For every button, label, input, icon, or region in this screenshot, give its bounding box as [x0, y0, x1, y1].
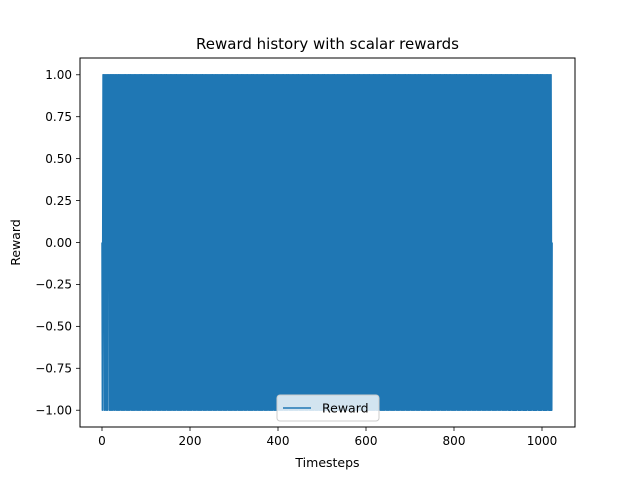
- x-tick-label: 400: [267, 434, 290, 448]
- y-tick-label: 0.75: [45, 110, 72, 124]
- y-tick-label: −1.00: [35, 404, 72, 418]
- chart-title: Reward history with scalar rewards: [196, 35, 459, 53]
- legend-label-reward: Reward: [322, 401, 369, 416]
- y-tick-label: −0.75: [35, 362, 72, 376]
- y-axis-label: Reward: [8, 219, 23, 266]
- x-tick-label: 600: [355, 434, 378, 448]
- y-tick-label: −0.50: [35, 320, 72, 334]
- x-tick-label: 0: [98, 434, 106, 448]
- y-tick-label: 0.00: [45, 236, 72, 250]
- x-tick-label: 1000: [527, 434, 558, 448]
- y-tick-label: 0.50: [45, 152, 72, 166]
- series-line-reward: [101, 74, 553, 411]
- x-axis-label: Timesteps: [294, 455, 359, 470]
- x-tick-label: 800: [443, 434, 466, 448]
- y-tick-label: 0.25: [45, 194, 72, 208]
- y-axis: −1.00 −0.75 −0.50 −0.25 0.00 0.25 0.50 0.75 1.00: [35, 68, 80, 418]
- legend: Reward: [276, 394, 380, 422]
- y-tick-label: −0.25: [35, 278, 72, 292]
- x-tick-label: 200: [179, 434, 202, 448]
- plot-area: [101, 74, 553, 411]
- x-axis: 0 200 400 600 800 1000: [98, 427, 557, 448]
- legend-box: [276, 394, 380, 422]
- y-tick-label: 1.00: [45, 68, 72, 82]
